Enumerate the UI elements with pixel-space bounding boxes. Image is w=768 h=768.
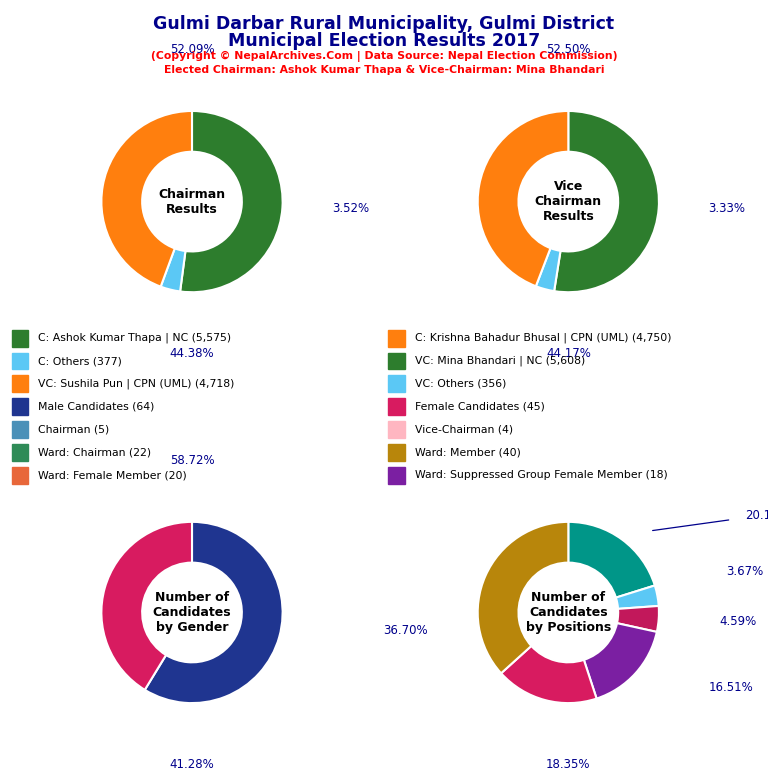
Text: C: Krishna Bahadur Bhusal | CPN (UML) (4,750): C: Krishna Bahadur Bhusal | CPN (UML) (4… xyxy=(415,333,671,343)
Text: (Copyright © NepalArchives.Com | Data Source: Nepal Election Commission): (Copyright © NepalArchives.Com | Data So… xyxy=(151,51,617,61)
Wedge shape xyxy=(584,623,657,699)
Wedge shape xyxy=(478,522,568,674)
Wedge shape xyxy=(101,522,192,690)
Bar xyxy=(12,467,28,484)
Bar xyxy=(388,444,405,461)
Text: 3.33%: 3.33% xyxy=(708,202,746,215)
Text: 36.70%: 36.70% xyxy=(383,624,428,637)
Bar xyxy=(12,421,28,438)
Text: Ward: Member (40): Ward: Member (40) xyxy=(415,447,521,457)
Text: C: Ashok Kumar Thapa | NC (5,575): C: Ashok Kumar Thapa | NC (5,575) xyxy=(38,333,231,343)
Bar xyxy=(12,399,28,415)
Bar xyxy=(388,399,405,415)
Text: Chairman (5): Chairman (5) xyxy=(38,425,110,435)
Bar xyxy=(388,353,405,369)
Text: 58.72%: 58.72% xyxy=(170,454,214,467)
Wedge shape xyxy=(180,111,283,292)
Bar xyxy=(12,353,28,369)
Text: 3.52%: 3.52% xyxy=(332,202,369,215)
Text: 18.35%: 18.35% xyxy=(546,758,591,768)
Text: Vice-Chairman (4): Vice-Chairman (4) xyxy=(415,425,513,435)
Text: 20.18%: 20.18% xyxy=(746,508,768,521)
Wedge shape xyxy=(554,111,659,292)
Wedge shape xyxy=(101,111,192,286)
Text: Ward: Female Member (20): Ward: Female Member (20) xyxy=(38,470,187,480)
Wedge shape xyxy=(616,585,659,609)
Text: Gulmi Darbar Rural Municipality, Gulmi District: Gulmi Darbar Rural Municipality, Gulmi D… xyxy=(154,15,614,33)
Bar xyxy=(388,329,405,346)
Text: 16.51%: 16.51% xyxy=(709,680,754,694)
Wedge shape xyxy=(161,248,185,291)
Text: 52.50%: 52.50% xyxy=(546,43,591,56)
Text: 44.17%: 44.17% xyxy=(546,347,591,360)
Bar xyxy=(388,376,405,392)
Text: Municipal Election Results 2017: Municipal Election Results 2017 xyxy=(228,32,540,50)
Text: Female Candidates (45): Female Candidates (45) xyxy=(415,402,545,412)
Text: VC: Sushila Pun | CPN (UML) (4,718): VC: Sushila Pun | CPN (UML) (4,718) xyxy=(38,379,235,389)
Bar xyxy=(12,329,28,346)
Bar xyxy=(388,467,405,484)
Text: Elected Chairman: Ashok Kumar Thapa & Vice-Chairman: Mina Bhandari: Elected Chairman: Ashok Kumar Thapa & Vi… xyxy=(164,65,604,74)
Wedge shape xyxy=(145,522,283,703)
Wedge shape xyxy=(568,522,655,598)
Wedge shape xyxy=(536,248,561,291)
Text: Chairman
Results: Chairman Results xyxy=(158,187,226,216)
Text: 4.59%: 4.59% xyxy=(720,615,757,628)
Text: 3.67%: 3.67% xyxy=(727,565,763,578)
Text: C: Others (377): C: Others (377) xyxy=(38,356,122,366)
Bar xyxy=(388,421,405,438)
Bar xyxy=(12,444,28,461)
Wedge shape xyxy=(617,606,659,632)
Wedge shape xyxy=(501,646,597,703)
Text: Number of
Candidates
by Gender: Number of Candidates by Gender xyxy=(153,591,231,634)
Text: 44.38%: 44.38% xyxy=(170,347,214,360)
Text: Vice
Chairman
Results: Vice Chairman Results xyxy=(535,180,602,223)
Bar xyxy=(12,376,28,392)
Text: 52.09%: 52.09% xyxy=(170,43,214,56)
Text: Ward: Suppressed Group Female Member (18): Ward: Suppressed Group Female Member (18… xyxy=(415,470,667,480)
Text: Number of
Candidates
by Positions: Number of Candidates by Positions xyxy=(525,591,611,634)
Text: Male Candidates (64): Male Candidates (64) xyxy=(38,402,155,412)
Text: VC: Others (356): VC: Others (356) xyxy=(415,379,506,389)
Text: Ward: Chairman (22): Ward: Chairman (22) xyxy=(38,447,151,457)
Text: 41.28%: 41.28% xyxy=(170,758,214,768)
Wedge shape xyxy=(478,111,568,286)
Text: VC: Mina Bhandari | NC (5,608): VC: Mina Bhandari | NC (5,608) xyxy=(415,356,585,366)
